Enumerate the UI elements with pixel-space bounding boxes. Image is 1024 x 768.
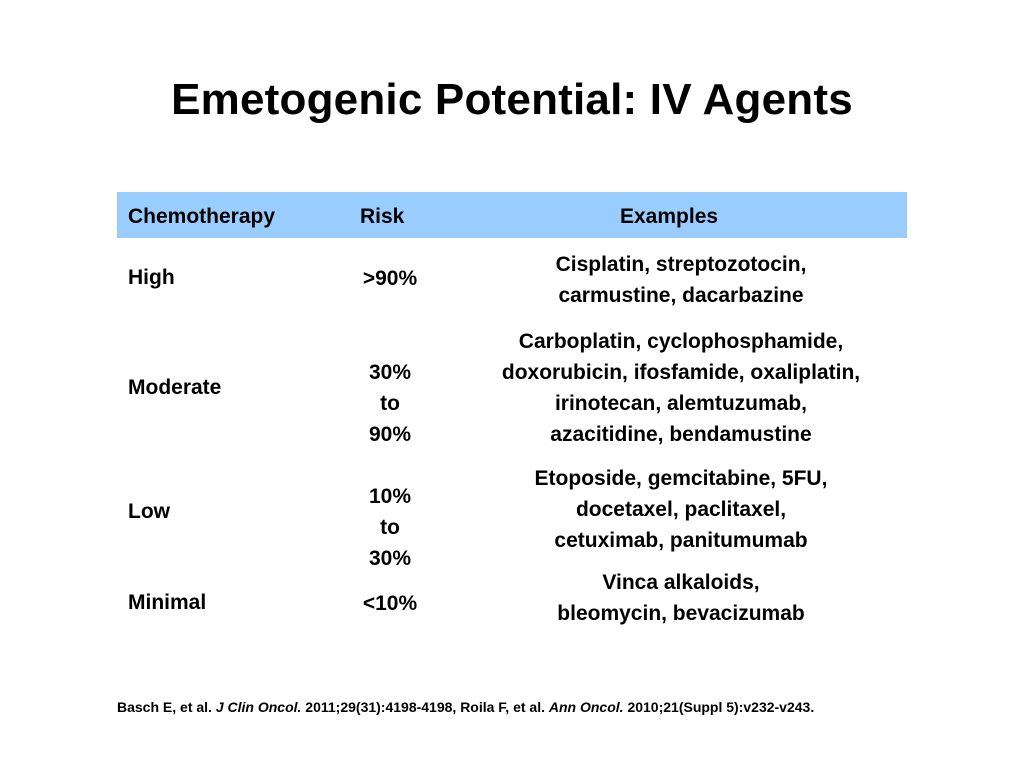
row-level-moderate: Moderate	[128, 376, 222, 399]
slide-title: Emetogenic Potential: IV Agents	[171, 75, 853, 124]
table-header: Chemotherapy Risk Examples	[117, 192, 907, 238]
citation-journal-2: Ann Oncol.	[548, 699, 624, 715]
row-level-low: Low	[128, 500, 170, 523]
citation-text-2: 2011;29(31):4198-4198, Roila F, et al.	[301, 699, 549, 715]
citation-journal-1: J Clin Oncol.	[215, 699, 302, 715]
column-header-risk: Risk	[360, 205, 405, 228]
row-level-high: High	[128, 266, 175, 289]
row-risk-high: >90%	[362, 267, 418, 290]
row-examples-minimal: Vinca alkaloids, bleomycin, bevacizumab	[557, 571, 805, 625]
row-risk-low: 10% to 30%	[368, 485, 412, 570]
row-examples-moderate: Carboplatin, cyclophosphamide, doxorubic…	[501, 330, 861, 446]
row-risk-moderate: 30% to 90%	[368, 361, 412, 446]
row-examples-high: Cisplatin, streptozotocin, carmustine, d…	[555, 253, 807, 307]
row-examples-low: Etoposide, gemcitabine, 5FU, docetaxel, …	[534, 467, 828, 552]
row-risk-minimal: <10%	[362, 592, 418, 615]
row-level-minimal: Minimal	[128, 591, 207, 614]
citation-footnote: Basch E, et al. J Clin Oncol. 2011;29(31…	[117, 696, 917, 719]
citation-text-1: Basch E, et al.	[117, 699, 216, 715]
citation-text-3: 2010;21(Suppl 5):v232-v243.	[623, 699, 815, 715]
column-header-chemotherapy: Chemotherapy	[128, 205, 276, 228]
column-header-examples: Examples	[620, 205, 719, 228]
